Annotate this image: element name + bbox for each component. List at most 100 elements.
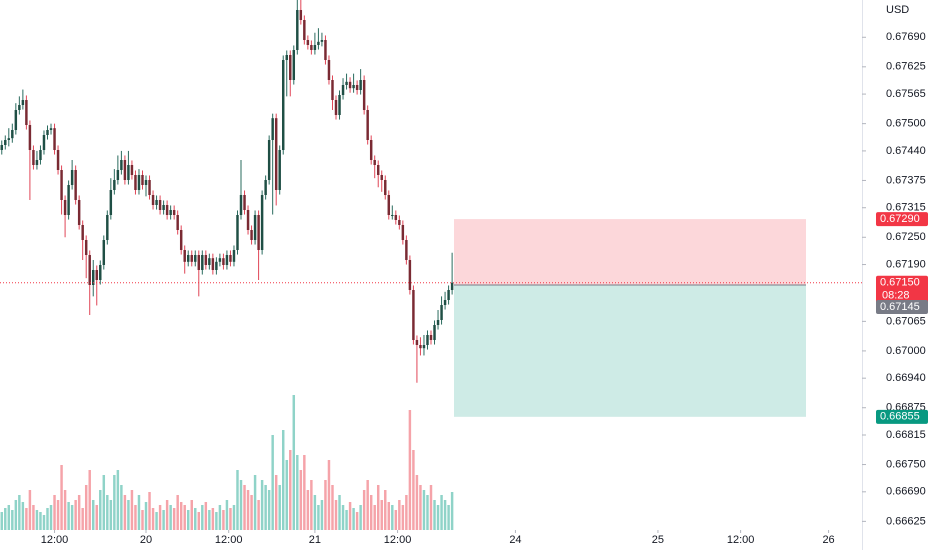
candle-body <box>99 265 102 280</box>
candle-body <box>260 195 264 250</box>
volume-bar <box>334 500 338 530</box>
x-tick-label: 26 <box>822 534 834 546</box>
y-tick-label: 0.67190 <box>886 258 926 270</box>
x-tick-label: 12:00 <box>41 534 69 546</box>
candle-body <box>362 80 366 110</box>
volume-bar <box>408 410 412 530</box>
volume-bar <box>243 485 246 530</box>
volume-bar <box>443 500 447 530</box>
x-tick-label: 25 <box>652 534 664 546</box>
candle-body <box>144 180 148 185</box>
candle-body <box>148 180 151 195</box>
candle-body <box>313 45 317 50</box>
candle-body <box>310 45 313 50</box>
candle-body <box>176 215 179 230</box>
candle-body <box>271 118 274 140</box>
volume-bar <box>49 505 53 530</box>
candle-body <box>380 175 383 180</box>
volume-bar <box>401 505 405 530</box>
volume-bar <box>74 500 77 530</box>
volume-bar <box>292 395 296 530</box>
volume-bar <box>84 485 88 530</box>
volume-bar <box>232 505 236 530</box>
candle-body <box>398 220 401 225</box>
stop-zone <box>454 219 806 285</box>
volume-bar <box>362 490 366 530</box>
candle-body <box>324 40 327 60</box>
volume-bar <box>0 512 3 530</box>
x-tick-label: 20 <box>140 534 152 546</box>
volume-bar <box>380 500 383 530</box>
volume-bar <box>450 492 454 530</box>
volume-bar <box>123 495 127 530</box>
volume-bar <box>225 500 229 530</box>
candle-body <box>120 160 123 170</box>
price-tag <box>876 275 928 304</box>
candle-body <box>215 261 218 270</box>
candle-body <box>49 128 53 130</box>
volume-bar <box>246 490 250 530</box>
candle-body <box>74 170 77 200</box>
candle-body <box>14 110 18 130</box>
candle-body <box>394 215 398 220</box>
y-tick-label: 0.66690 <box>886 486 926 498</box>
volume-bar <box>324 480 327 530</box>
volume-bar <box>281 430 285 530</box>
volume-bar <box>92 500 95 530</box>
candle-body <box>208 258 211 265</box>
candle-body <box>317 41 320 45</box>
volume-bar <box>201 505 204 530</box>
candle-body <box>141 175 144 185</box>
candle-body <box>113 180 116 190</box>
volume-bar <box>274 475 278 530</box>
candle-body <box>408 260 412 290</box>
volume-bar <box>398 500 401 530</box>
candle-body <box>232 250 236 262</box>
candle-body <box>116 170 120 180</box>
candle-body <box>155 200 158 205</box>
candle-body <box>151 195 155 205</box>
candle-body <box>25 100 28 125</box>
volume-bar <box>433 500 436 530</box>
y-tick-label: 0.67440 <box>886 145 926 157</box>
candle-body <box>53 128 56 150</box>
volume-bar <box>67 502 70 530</box>
countdown-label: 08:28 <box>882 290 910 302</box>
candle-body <box>433 325 436 340</box>
price-tag-label: 0.67290 <box>880 213 920 225</box>
candle-body <box>194 255 197 262</box>
volume-bar <box>257 500 260 530</box>
candle-body <box>63 200 67 215</box>
volume-bar <box>384 490 387 530</box>
candle-body <box>211 258 215 270</box>
volume-bar <box>415 475 419 530</box>
target-zone <box>454 285 806 417</box>
volume-bar <box>429 485 433 530</box>
candle-body <box>187 255 190 262</box>
volume-bar <box>176 495 179 530</box>
volume-bar <box>204 502 208 530</box>
volume-bar <box>373 505 376 530</box>
candle-body <box>384 180 387 195</box>
volume-bar <box>338 495 341 530</box>
candle-body <box>218 258 222 262</box>
candle-body <box>88 255 91 285</box>
volume-bar <box>99 490 102 530</box>
candle-body <box>21 100 25 105</box>
candle-body <box>7 138 11 140</box>
candle-body <box>172 210 176 215</box>
volume-bar <box>130 490 134 530</box>
candle-body <box>102 240 106 265</box>
volume-bar <box>387 502 391 530</box>
volume-bar <box>352 508 355 530</box>
volume-bar <box>60 465 63 530</box>
volume-bar <box>303 455 306 530</box>
x-tick-label: 12:00 <box>215 534 243 546</box>
candle-body <box>236 215 239 250</box>
candle-body <box>130 165 134 175</box>
candle-body <box>95 270 98 280</box>
price-tag <box>876 212 928 227</box>
volume-bar <box>369 495 373 530</box>
